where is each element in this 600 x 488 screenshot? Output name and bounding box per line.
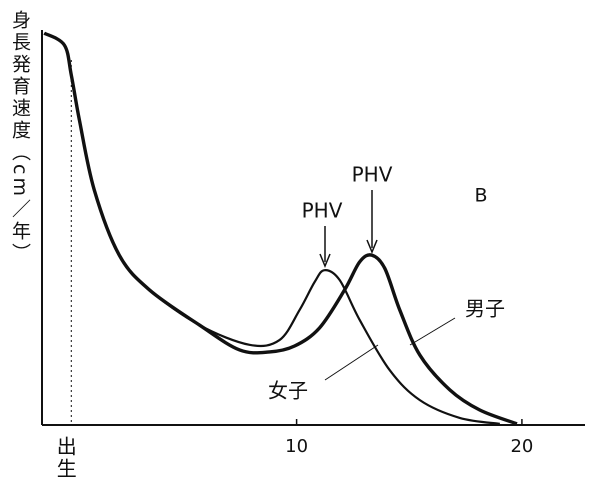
- arrow-head: [366, 239, 378, 254]
- legend-label: 女子: [268, 379, 308, 403]
- arrow-head: [319, 253, 331, 268]
- x-tick-label: 20: [510, 436, 533, 457]
- x-tick-label: 出生: [53, 436, 77, 480]
- legend-label: 男子: [465, 297, 505, 321]
- growth-curve: [43, 32, 500, 425]
- x-tick-label: 10: [285, 436, 308, 457]
- legend-leader: [324, 344, 379, 381]
- y-axis-label: 身長発育速度（cm／年）: [9, 10, 31, 265]
- annotation: PHV: [352, 163, 393, 187]
- growth-curve: [43, 31, 518, 426]
- annotation: PHV: [302, 199, 343, 223]
- legend-leader: [409, 317, 456, 346]
- annotation: B: [474, 185, 487, 207]
